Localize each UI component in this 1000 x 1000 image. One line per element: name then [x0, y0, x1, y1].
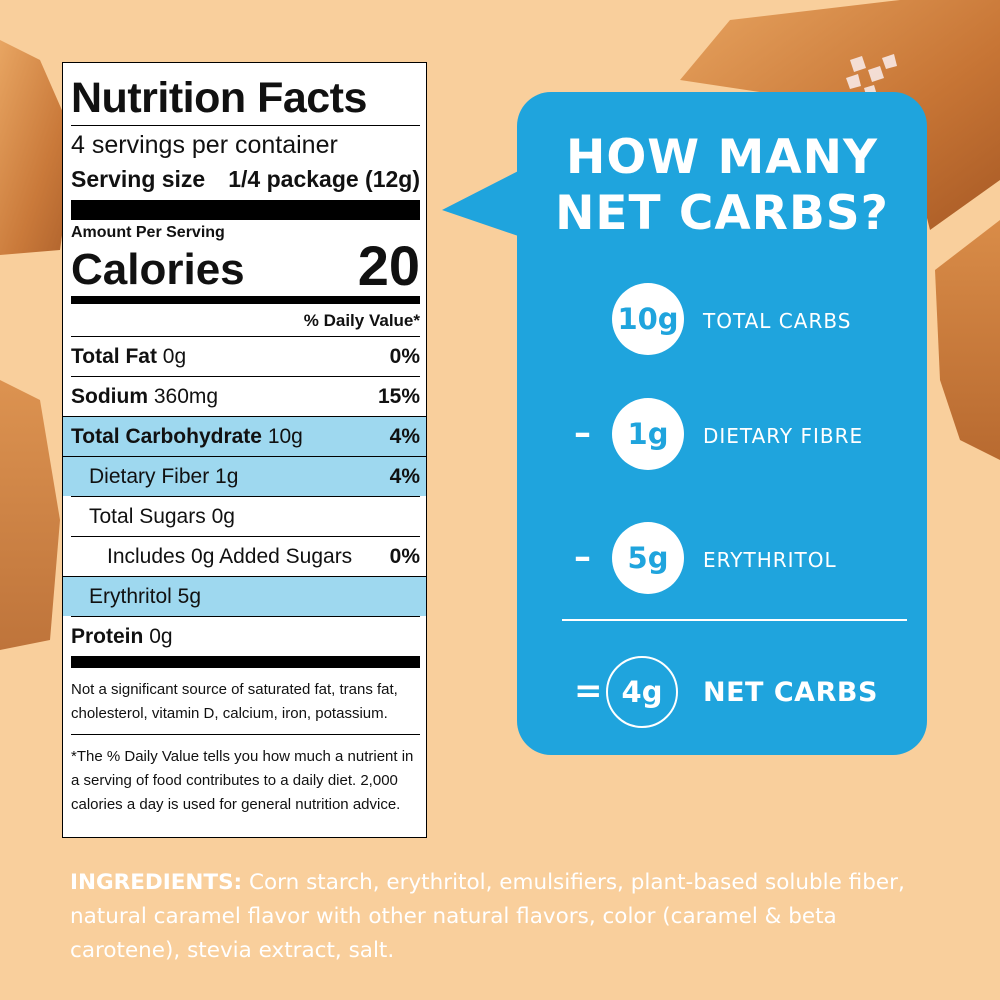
carb-item-net-carbs: = 4g NET CARBS	[517, 656, 927, 736]
equation-divider	[562, 619, 907, 621]
ingredients-list: Corn starch, erythritol, emulsifiers, pl…	[70, 870, 905, 963]
carb-item-erythritol: – 5g ERYTHRITOL	[517, 522, 927, 602]
divider	[71, 734, 420, 735]
value-circle: 10g	[612, 283, 684, 355]
nutrient-label: Total Carbohydrate	[71, 424, 262, 448]
nutrient-label: Erythritol 5g	[89, 584, 202, 608]
nutrient-row-total-carbohydrate: Total Carbohydrate 10g 4%	[63, 416, 426, 456]
minus-operator: –	[574, 413, 591, 453]
nutrient-percent: 4%	[389, 464, 420, 488]
nutrient-row-erythritol: Erythritol 5g	[63, 576, 426, 616]
thick-divider	[71, 200, 420, 220]
ingredients-text: INGREDIENTS: Corn starch, erythritol, em…	[70, 866, 950, 968]
net-carbs-heading: HOW MANY NET CARBS?	[517, 130, 927, 242]
net-carbs-bubble: HOW MANY NET CARBS? 10g TOTAL CARBS – 1g…	[517, 92, 927, 755]
footnote-not-significant: Not a significant source of saturated fa…	[71, 681, 398, 722]
value-circle-outline: 4g	[606, 656, 678, 728]
calories-row: Calories 20	[71, 238, 420, 294]
carb-item-label: TOTAL CARBS	[703, 309, 852, 333]
nutrient-label: Includes 0g Added Sugars	[107, 544, 353, 568]
nutrient-row-added-sugars: Includes 0g Added Sugars 0%	[71, 536, 420, 576]
servings-per-container: 4 servings per container	[71, 131, 338, 159]
carb-item-label: DIETARY FIBRE	[703, 424, 864, 448]
nutrient-percent: 0%	[389, 344, 420, 368]
calories-label: Calories	[71, 245, 245, 294]
nutrient-label: Total Sugars 0g	[89, 504, 235, 528]
nutrient-label: Protein	[71, 624, 144, 648]
nutrition-facts-panel: Nutrition Facts 4 servings per container…	[62, 62, 427, 838]
nutrient-row-protein: Protein 0g	[71, 616, 420, 656]
nutrient-amount: 0g	[162, 344, 187, 368]
value-circle: 1g	[612, 398, 684, 470]
nutrient-percent: 15%	[377, 384, 420, 408]
equals-operator: =	[574, 671, 603, 711]
heading-line-1: HOW MANY	[565, 130, 878, 185]
serving-size-value: 1/4 package (12g)	[228, 166, 420, 192]
serving-size: Serving size 1/4 package (12g)	[71, 162, 420, 196]
calories-value: 20	[357, 234, 420, 297]
nutrient-label: Total Fat	[71, 344, 157, 368]
nutrient-row-dietary-fiber: Dietary Fiber 1g 4%	[63, 456, 426, 496]
nutrient-percent: 0%	[389, 544, 420, 568]
medium-divider	[71, 296, 420, 304]
nutrient-label: Sodium	[71, 384, 148, 408]
heading-line-2: NET CARBS?	[555, 186, 889, 241]
nutrient-row-total-sugars: Total Sugars 0g	[71, 496, 420, 536]
minus-operator: –	[574, 537, 591, 577]
carb-item-label: ERYTHRITOL	[703, 548, 837, 572]
value-circle: 5g	[612, 522, 684, 594]
nutrient-amount: 0g	[149, 624, 173, 648]
carb-item-dietary-fibre: – 1g DIETARY FIBRE	[517, 398, 927, 478]
carb-item-total-carbs: 10g TOTAL CARBS	[517, 283, 927, 363]
nutrient-percent: 4%	[389, 424, 420, 448]
nutrient-amount: 10g	[267, 424, 303, 448]
nutrient-amount: 360mg	[153, 384, 219, 408]
daily-value-header: % Daily Value*	[303, 311, 420, 330]
serving-size-label: Serving size	[71, 166, 206, 192]
amount-per-serving: Amount Per Serving	[71, 224, 225, 241]
net-carbs-label: NET CARBS	[703, 677, 878, 708]
thick-divider	[71, 656, 420, 668]
footnote-daily-value: *The % Daily Value tells you how much a …	[71, 748, 414, 813]
ingredients-label: INGREDIENTS:	[70, 870, 243, 895]
nutrient-label: Dietary Fiber 1g	[89, 464, 239, 488]
nutrient-row-total-fat: Total Fat 0g 0%	[71, 336, 420, 376]
nutrition-title: Nutrition Facts	[71, 74, 367, 122]
nutrient-row-sodium: Sodium 360mg 15%	[71, 376, 420, 416]
divider	[71, 125, 420, 126]
